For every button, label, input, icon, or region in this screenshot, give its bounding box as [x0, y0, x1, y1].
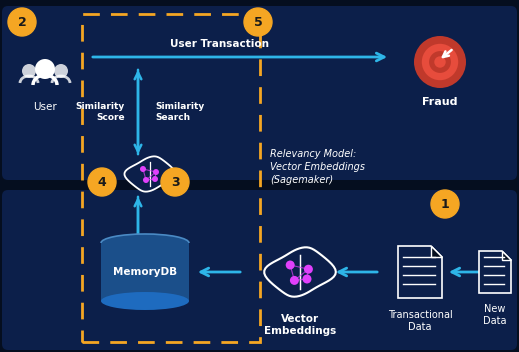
Ellipse shape	[101, 292, 189, 310]
Text: 5: 5	[254, 15, 263, 29]
Text: 3: 3	[171, 176, 179, 189]
Polygon shape	[264, 247, 336, 297]
Text: 1: 1	[441, 197, 449, 210]
Bar	[82, 14, 260, 342]
Text: Similarity
Search: Similarity Search	[155, 102, 204, 122]
Polygon shape	[479, 251, 511, 293]
Polygon shape	[502, 251, 511, 260]
Polygon shape	[398, 246, 442, 298]
Circle shape	[244, 8, 272, 36]
FancyBboxPatch shape	[2, 6, 517, 180]
Bar	[101, 243, 189, 301]
Circle shape	[161, 168, 189, 196]
Circle shape	[54, 64, 68, 78]
Text: Relevancy Model:
Vector Embeddings
(Sagemaker): Relevancy Model: Vector Embeddings (Sage…	[270, 149, 365, 185]
Circle shape	[8, 8, 36, 36]
Circle shape	[422, 44, 458, 80]
Circle shape	[290, 276, 299, 285]
Circle shape	[143, 177, 149, 183]
Circle shape	[140, 166, 146, 172]
Circle shape	[431, 190, 459, 218]
Text: Transactional
Data: Transactional Data	[388, 310, 453, 332]
Circle shape	[434, 56, 446, 68]
Circle shape	[414, 36, 466, 88]
Circle shape	[429, 51, 451, 73]
Circle shape	[303, 275, 311, 283]
Polygon shape	[431, 246, 442, 257]
Text: Vector
Embeddings: Vector Embeddings	[264, 314, 336, 335]
Circle shape	[22, 64, 36, 78]
Circle shape	[35, 59, 55, 79]
Circle shape	[153, 169, 159, 175]
Circle shape	[304, 265, 313, 274]
Text: User Transaction: User Transaction	[171, 39, 269, 49]
Polygon shape	[125, 156, 175, 191]
FancyBboxPatch shape	[2, 190, 517, 350]
Text: 4: 4	[98, 176, 106, 189]
Text: 2: 2	[18, 15, 26, 29]
Circle shape	[152, 176, 158, 182]
Text: MemoryDB: MemoryDB	[113, 267, 177, 277]
Ellipse shape	[101, 234, 189, 252]
Text: User: User	[33, 102, 57, 112]
Text: Fraud: Fraud	[422, 97, 458, 107]
Text: Similarity
Score: Similarity Score	[76, 102, 125, 122]
Circle shape	[88, 168, 116, 196]
Circle shape	[285, 260, 295, 270]
Text: New
Data: New Data	[483, 304, 507, 326]
